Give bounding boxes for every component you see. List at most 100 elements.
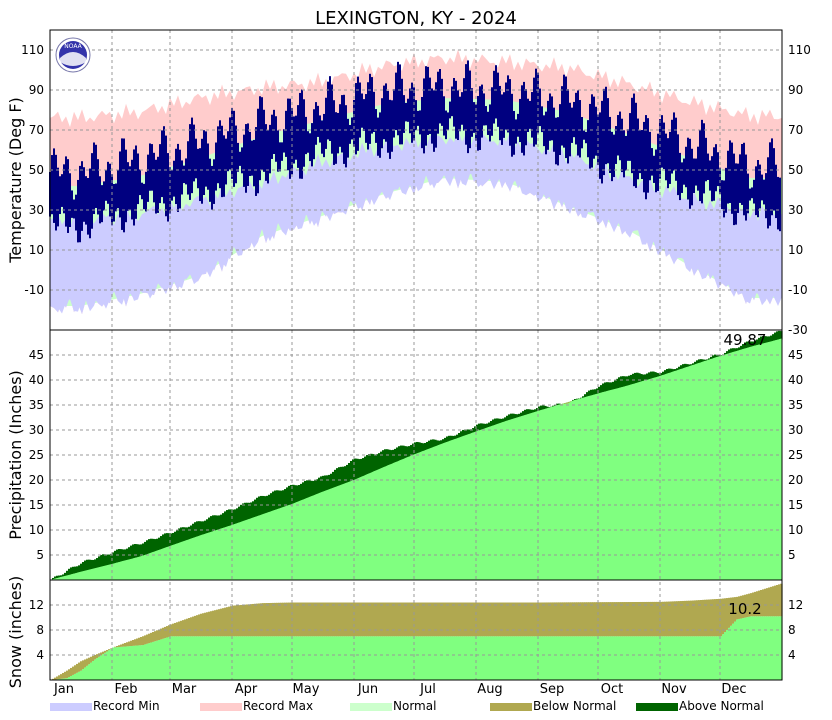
precip-diff-bar: [210, 516, 213, 533]
precip-diff-bar: [234, 509, 237, 525]
snow-diff-bar: [96, 654, 99, 659]
snow-base-bar: [580, 636, 583, 680]
snow-base-bar: [382, 636, 385, 680]
precip-diff-bar: [630, 374, 633, 386]
snow-diff-bar: [434, 602, 437, 637]
precip-diff-bar: [244, 502, 247, 522]
snow-diff-bar: [160, 628, 163, 640]
snow-diff-bar: [514, 602, 517, 637]
precip-diff-bar: [780, 331, 783, 340]
snow-base-bar: [648, 636, 651, 680]
precip-diff-bar: [512, 413, 515, 420]
temperature-axis-label: Temperature (Deg F): [6, 97, 25, 264]
snow-diff-bar: [78, 662, 81, 672]
precip-diff-bar: [606, 382, 609, 392]
snow-base-bar: [524, 636, 527, 680]
precip-tick-right: 35: [788, 398, 803, 412]
snow-base-bar: [114, 647, 117, 680]
temp-tick-left: 50: [29, 163, 44, 177]
snow-diff-bar: [264, 603, 267, 637]
snow-diff-bar: [484, 602, 487, 637]
precip-diff-bar: [738, 347, 741, 352]
precip-diff-bar: [484, 423, 487, 430]
snow-base-bar: [768, 616, 771, 680]
legend-swatch: [490, 703, 532, 711]
precip-diff-bar: [586, 392, 589, 398]
snow-diff-bar: [192, 616, 195, 637]
snow-base-bar: [718, 636, 721, 680]
snow-diff-bar: [102, 651, 105, 655]
snow-diff-bar: [196, 615, 199, 637]
snow-base-bar: [568, 636, 571, 680]
snow-diff-bar: [758, 590, 761, 617]
snow-diff-bar: [688, 600, 691, 637]
snow-diff-bar: [690, 600, 693, 637]
precip-diff-bar: [264, 496, 267, 515]
precip-diff-bar: [400, 445, 403, 461]
snow-diff-bar: [302, 602, 305, 637]
snow-diff-bar: [456, 602, 459, 637]
precip-diff-bar: [482, 423, 485, 430]
snow-diff-bar: [416, 602, 419, 637]
snow-diff-bar: [524, 602, 527, 637]
precip-diff-bar: [524, 409, 527, 416]
snow-diff-bar: [152, 632, 155, 642]
snow-diff-bar: [114, 646, 117, 648]
snow-diff-bar: [740, 595, 743, 619]
precip-diff-bar: [632, 373, 635, 385]
snow-diff-bar: [534, 602, 537, 637]
snow-base-bar: [116, 647, 119, 680]
snow-diff-bar: [354, 602, 357, 637]
snow-base-bar: [446, 636, 449, 680]
snow-base-bar: [496, 636, 499, 680]
precip-diff-bar: [538, 406, 541, 412]
legend-label: Record Max: [243, 699, 313, 713]
snow-diff-bar: [482, 602, 485, 637]
snow-base-bar: [348, 636, 351, 680]
precip-diff-bar: [230, 509, 233, 527]
snow-base-bar: [92, 660, 95, 680]
snow-base-bar: [138, 645, 141, 680]
snow-base-bar: [640, 636, 643, 680]
snow-base-bar: [690, 636, 693, 680]
precip-diff-bar: [294, 485, 297, 504]
snow-diff-bar: [236, 605, 239, 637]
snow-diff-bar: [84, 659, 87, 668]
precip-diff-bar: [624, 376, 627, 388]
snow-diff-bar: [234, 605, 237, 637]
snow-base-bar: [442, 636, 445, 680]
snow-diff-bar: [746, 594, 749, 618]
snow-base-bar: [358, 636, 361, 680]
snow-diff-bar: [504, 602, 507, 637]
precip-diff-bar: [384, 449, 387, 468]
snow-diff-bar: [384, 602, 387, 637]
snow-diff-bar: [286, 602, 289, 637]
snow-diff-bar: [684, 600, 687, 637]
snow-diff-bar: [730, 597, 733, 626]
snow-base-bar: [560, 636, 563, 680]
snow-diff-bar: [402, 602, 405, 637]
record-min-spikes: [50, 146, 782, 314]
snow-base-bar: [156, 640, 159, 680]
snow-diff-bar: [136, 638, 139, 646]
snow-diff-bar: [454, 602, 457, 637]
snow-base-bar: [778, 616, 781, 680]
snow-base-bar: [578, 636, 581, 680]
precip-diff-bar: [666, 368, 669, 375]
precip-diff-bar: [298, 485, 301, 503]
precip-diff-bar: [422, 443, 425, 452]
snow-diff-bar: [128, 641, 131, 647]
snow-base-bar: [622, 636, 625, 680]
snow-diff-bar: [252, 603, 255, 637]
snow-diff-bar: [60, 674, 63, 679]
precip-diff-bar: [226, 510, 229, 528]
snow-tick-right: 12: [788, 598, 803, 612]
snow-diff-bar: [526, 602, 529, 637]
snow-diff-bar: [156, 630, 159, 641]
snow-diff-bar: [576, 602, 579, 637]
precip-diff-bar: [420, 442, 423, 453]
snow-base-bar: [454, 636, 457, 680]
snow-diff-bar: [198, 614, 201, 637]
precip-diff-bar: [268, 494, 271, 513]
snow-diff-bar: [440, 602, 443, 637]
